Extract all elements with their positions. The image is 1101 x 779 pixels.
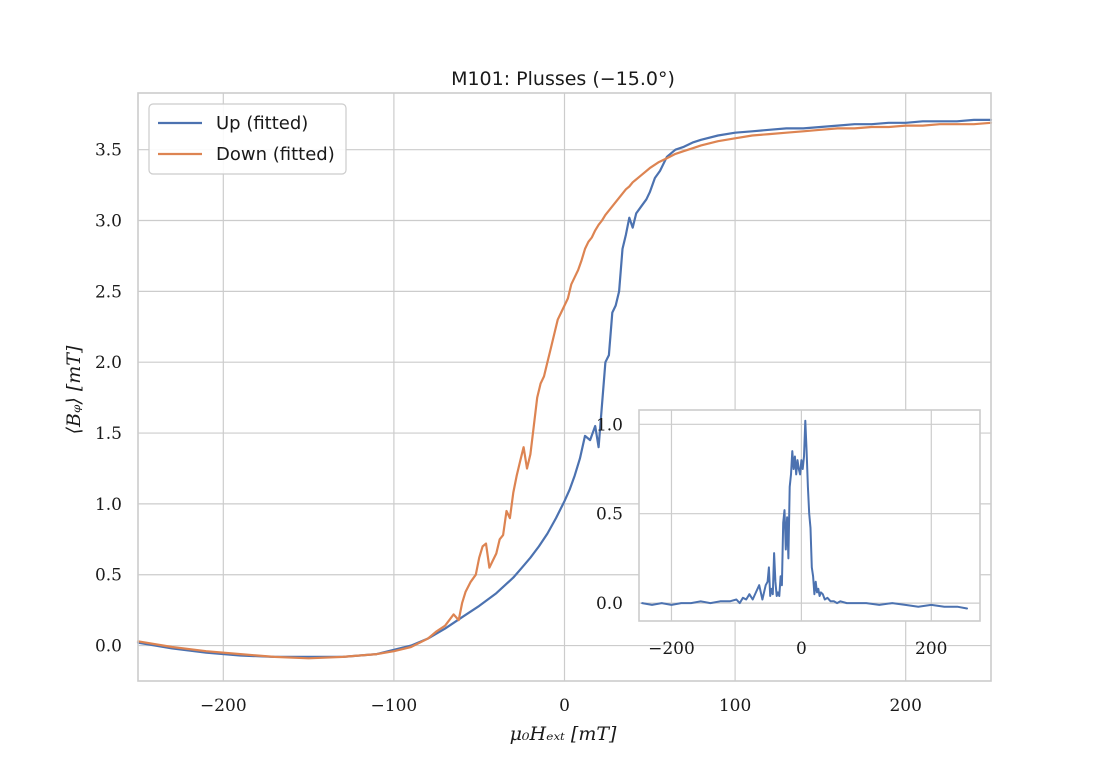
- main-y-tick-label: 0.5: [95, 566, 122, 586]
- inset-x-tick-label: −200: [648, 639, 695, 659]
- main-x-tick-label: 0: [559, 696, 570, 716]
- main-line-down-fitted: [136, 121, 993, 660]
- inset-y-tick-labels: 0.0 0.5 1.0: [596, 415, 623, 614]
- inset-line-series-0: [641, 419, 968, 610]
- inset-x-tick-label: 200: [915, 639, 947, 659]
- main-x-tick-label: −200: [200, 696, 247, 716]
- chart-title: M101: Plusses (−15.0°): [451, 68, 675, 90]
- main-plot-frame: [137, 92, 992, 682]
- main-series-layer: [136, 118, 993, 660]
- main-grid: [138, 93, 991, 681]
- legend-box: [148, 103, 347, 175]
- main-y-tick-labels: 0.0 0.5 1.0 1.5 2.0 2.5 3.0 3.5: [95, 141, 122, 657]
- legend-label-down: Down (fitted): [216, 144, 335, 165]
- main-y-tick-label: 1.0: [95, 495, 122, 515]
- inset-y-tick-label: 0.0: [596, 594, 623, 614]
- main-axes: −200 −100 0 100 200 0.0 0.5 1.0 1.5 2.0 2.5 3.0 3.5…: [63, 68, 993, 745]
- inset-y-tick-label: 1.0: [596, 415, 623, 435]
- main-x-tick-label: 200: [889, 696, 921, 716]
- inset-x-tick-label: 0: [796, 639, 807, 659]
- inset-axes: −200 0 200 0.0 0.5 1.0: [596, 409, 981, 659]
- legend: Up (fitted) Down (fitted): [148, 103, 347, 175]
- legend-label-up: Up (fitted): [216, 113, 308, 134]
- y-axis-label: ⟨Bᵩ⟩ [mT]: [63, 345, 85, 434]
- main-x-tick-labels: −200 −100 0 100 200: [200, 696, 922, 716]
- main-y-tick-label: 0.0: [95, 637, 122, 657]
- main-y-tick-label: 2.0: [95, 353, 122, 373]
- main-y-tick-label: 3.0: [95, 212, 122, 232]
- inset-x-tick-labels: −200 0 200: [648, 639, 947, 659]
- main-line-up-fitted: [136, 118, 993, 658]
- main-y-tick-label: 1.5: [95, 424, 122, 444]
- inset-plot-frame: [638, 409, 981, 622]
- main-x-tick-label: 100: [719, 696, 751, 716]
- inset-y-tick-label: 0.5: [596, 505, 623, 525]
- main-y-tick-label: 3.5: [95, 141, 122, 161]
- x-axis-label: μ₀Hₑₓₜ [mT]: [510, 723, 617, 745]
- main-y-tick-label: 2.5: [95, 282, 122, 302]
- main-x-tick-label: −100: [371, 696, 418, 716]
- inset-series-layer: [641, 419, 968, 610]
